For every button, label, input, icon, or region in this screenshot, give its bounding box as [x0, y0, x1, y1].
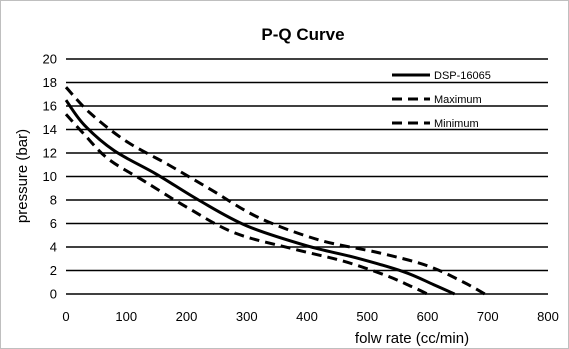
- x-tick-label: 300: [236, 309, 258, 324]
- legend-label-dsp-16065: DSP-16065: [434, 70, 491, 82]
- y-tick-labels: 0 2 4 6 8 10 12 14 16 18 20: [43, 52, 57, 302]
- legend-label-maximum: Maximum: [434, 94, 482, 106]
- series-lines: [64, 86, 486, 296]
- x-tick-label: 500: [356, 309, 378, 324]
- y-axis-label: pressure (bar): [14, 129, 31, 223]
- y-tick-label: 12: [43, 146, 57, 161]
- legend: DSP-16065 Maximum Minimum: [392, 70, 491, 130]
- x-tick-label: 200: [176, 309, 198, 324]
- y-tick-label: 14: [43, 122, 57, 137]
- chart-title: P-Q Curve: [261, 25, 344, 44]
- y-tick-label: 18: [43, 75, 57, 90]
- y-tick-label: 8: [50, 193, 57, 208]
- y-tick-label: 2: [50, 263, 57, 278]
- series-line-maximum: [64, 86, 486, 296]
- x-tick-label: 800: [537, 309, 559, 324]
- y-tick-label: 16: [43, 99, 57, 114]
- x-tick-label: 0: [62, 309, 69, 324]
- x-tick-label: 600: [417, 309, 439, 324]
- series-line-minimum: [64, 113, 429, 296]
- y-tick-label: 20: [43, 52, 57, 67]
- y-tick-label: 0: [50, 287, 57, 302]
- y-tick-label: 4: [50, 240, 57, 255]
- x-tick-labels: 0 100 200 300 400 500 600 700 800: [62, 309, 558, 324]
- x-tick-label: 700: [477, 309, 499, 324]
- series-line-dsp-16065: [64, 99, 456, 296]
- x-tick-label: 400: [296, 309, 318, 324]
- x-axis-label: folw rate (cc/min): [355, 330, 469, 347]
- y-tick-label: 10: [43, 169, 57, 184]
- x-tick-label: 100: [115, 309, 137, 324]
- y-tick-label: 6: [50, 216, 57, 231]
- legend-label-minimum: Minimum: [434, 118, 479, 130]
